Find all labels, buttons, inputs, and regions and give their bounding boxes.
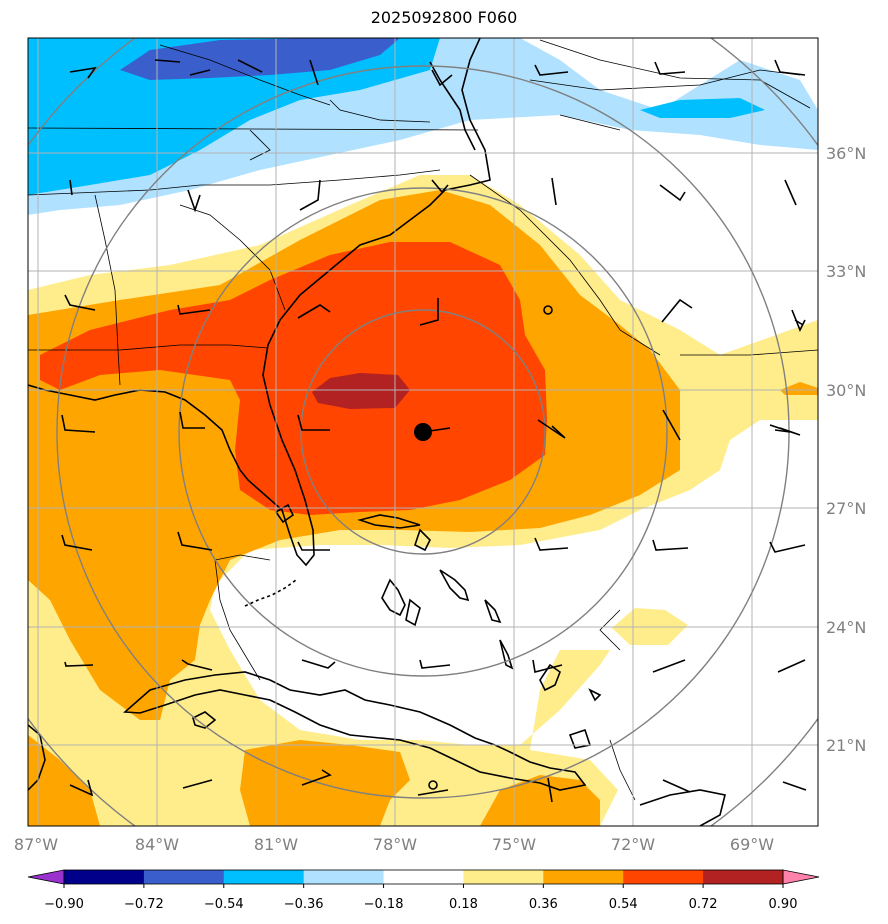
lon-label: 87°W <box>14 835 58 854</box>
lon-label: 78°W <box>373 835 417 854</box>
wind-barbs <box>61 59 807 803</box>
contour-neg-skyblue <box>28 38 440 195</box>
colorbar-tick-label: −0.18 <box>364 897 404 912</box>
coastlines <box>28 38 726 826</box>
colorbar-tick-label: 0.72 <box>689 897 718 912</box>
colorbar-frame <box>63 869 784 885</box>
contour-pos-orange-south <box>240 740 410 826</box>
colorbar-segment <box>143 870 225 884</box>
storm-center-marker <box>414 423 451 441</box>
lat-label: 27°N <box>826 499 866 518</box>
colorbar-extend-high <box>782 869 820 885</box>
contour-neg-skyblue-east <box>640 98 765 118</box>
colorbar-segment <box>383 870 464 884</box>
lon-label: 75°W <box>492 835 536 854</box>
lat-label: 30°N <box>826 381 866 400</box>
colorbar-tick-label: −0.72 <box>124 897 164 912</box>
colorbar: −0.90 −0.72 −0.54 −0.36 −0.18 0.18 0.36 0.54 0.7… <box>27 869 820 912</box>
colorbar-segment <box>303 870 385 884</box>
colorbar-segment <box>543 870 624 884</box>
colorbar-segment <box>703 870 784 884</box>
colorbar-segment <box>623 870 704 884</box>
contour-neg-royalblue <box>120 38 400 80</box>
colorbar-extend-low <box>27 869 65 885</box>
contour-pos-firebrick <box>312 373 410 409</box>
lon-label: 69°W <box>730 835 774 854</box>
lat-label: 33°N <box>826 262 866 281</box>
lon-label: 81°W <box>254 835 298 854</box>
colorbar-tick-label: −0.90 <box>44 897 84 912</box>
graticule <box>28 38 818 826</box>
longitude-labels: 87°W 84°W 81°W 78°W 75°W 72°W 69°W <box>14 835 774 854</box>
colorbar-tick-label: 0.36 <box>529 897 558 912</box>
colorbar-segment <box>64 870 145 884</box>
colorbar-segment <box>223 870 305 884</box>
colorbar-tick-label: −0.54 <box>204 897 244 912</box>
contour-pos-orange-sw <box>28 735 100 826</box>
lon-label: 84°W <box>135 835 179 854</box>
contour-pos-orange-east <box>780 382 818 395</box>
colorbar-tick-label: −0.36 <box>284 897 324 912</box>
plot-title: 2025092800 F060 <box>370 8 518 27</box>
lat-label: 24°N <box>826 618 866 637</box>
lat-label: 36°N <box>826 144 866 163</box>
lon-label: 72°W <box>611 835 655 854</box>
colorbar-segment <box>463 870 544 884</box>
map-frame <box>27 37 819 827</box>
latitude-labels: 36°N 33°N 30°N 27°N 24°N 21°N <box>826 144 866 755</box>
colorbar-tick-label: 0.18 <box>449 897 478 912</box>
lat-label: 21°N <box>826 736 866 755</box>
colorbar-tick-label: 0.54 <box>609 897 638 912</box>
colorbar-tick-label: 0.90 <box>769 897 798 912</box>
political-borders <box>28 39 818 801</box>
